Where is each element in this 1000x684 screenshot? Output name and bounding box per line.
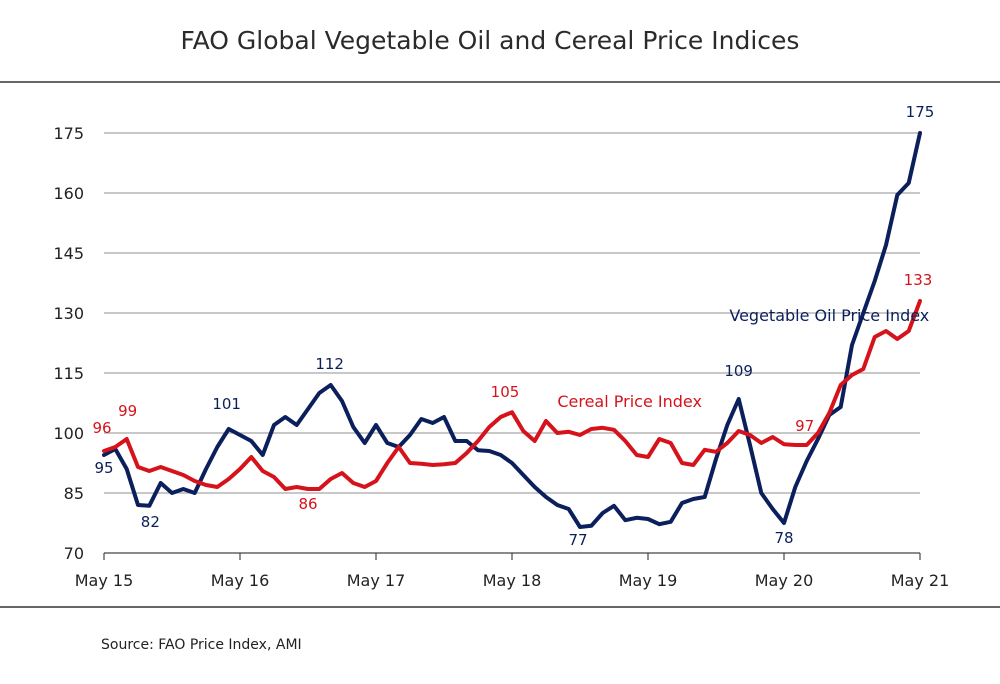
chart-title: FAO Global Vegetable Oil and Cereal Pric…	[180, 26, 800, 55]
y-tick-label: 145	[53, 244, 84, 263]
data-label: 99	[118, 402, 137, 420]
source-note: Source: FAO Price Index, AMI	[101, 637, 302, 653]
x-tick-label: May 16	[211, 571, 270, 590]
data-label: 105	[491, 383, 520, 401]
vegetable-oil-line	[102, 131, 922, 529]
data-label: 97	[795, 417, 814, 435]
data-label: 82	[141, 513, 160, 531]
data-label: 109	[724, 362, 753, 380]
y-tick-label: 115	[53, 364, 84, 383]
x-tick-label: May 20	[755, 571, 814, 590]
y-tick-label: 100	[53, 424, 84, 443]
data-label: 96	[92, 419, 111, 437]
y-tick-label: 70	[64, 544, 84, 563]
x-tick-label: May 15	[75, 571, 134, 590]
data-label: 86	[298, 495, 317, 513]
y-tick-label: 130	[53, 304, 84, 323]
data-label: 112	[315, 355, 344, 373]
y-tick-label: 175	[53, 124, 84, 143]
x-tick-label: May 19	[619, 571, 678, 590]
y-tick-label: 85	[64, 484, 84, 503]
x-tick-label: May 18	[483, 571, 542, 590]
data-label: 133	[904, 271, 933, 289]
y-tick-label: 160	[53, 184, 84, 203]
x-tick-label: May 21	[891, 571, 950, 590]
data-label: 78	[774, 529, 793, 547]
vegetable-oil-series-label: Vegetable Oil Price Index	[729, 306, 929, 325]
x-tick-label: May 17	[347, 571, 406, 590]
data-label: 175	[906, 103, 935, 121]
cereal-series-label: Cereal Price Index	[557, 392, 702, 411]
data-label: 101	[212, 395, 241, 413]
data-label: 95	[94, 459, 113, 477]
data-label: 77	[568, 531, 587, 549]
cereal-line	[102, 299, 922, 491]
